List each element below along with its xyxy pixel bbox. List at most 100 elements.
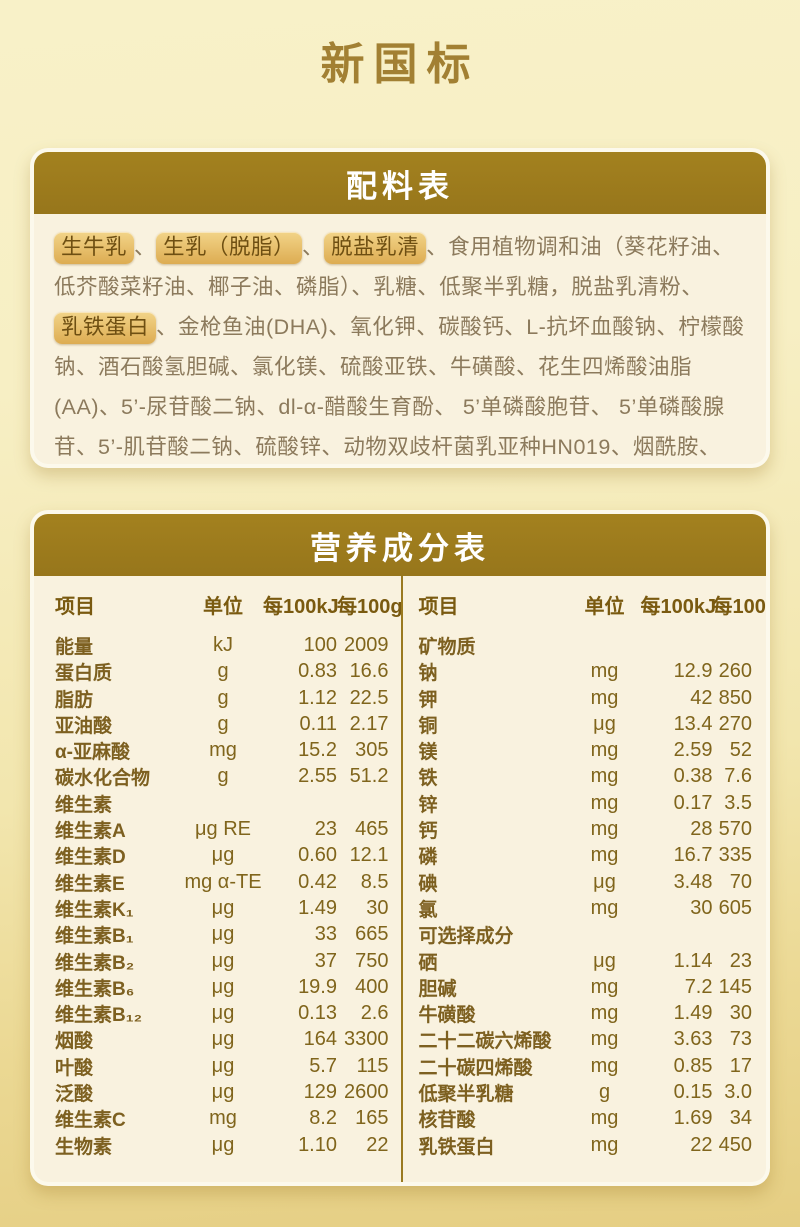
cell-g: 22 — [366, 1133, 389, 1156]
nutrition-row: 硒 μg 1.14 23 — [419, 948, 753, 974]
nutrition-row: 维生素B₁₂ μg 0.13 2.6 — [55, 1000, 389, 1026]
nutrition-row: 低聚半乳糖 g 0.15 3.0 — [419, 1079, 753, 1105]
cell-g: 2600 — [344, 1081, 389, 1104]
cell-unit: μg — [211, 1081, 235, 1104]
cell-unit: μg — [211, 844, 235, 867]
cell-kj: 1.14 — [673, 949, 713, 972]
cell-kj: 22 — [690, 1133, 713, 1156]
cell-name: 维生素 — [55, 794, 113, 816]
cell-g: 850 — [718, 686, 752, 709]
nutrition-section-row: 可选择成分 — [419, 921, 753, 947]
nutrition-panel-title: 营养成分表 — [310, 530, 490, 566]
cell-unit: μg RE — [195, 818, 251, 841]
column-headers-left: 项目 单位 每100kJ 每100g — [55, 590, 403, 619]
cell-unit: g — [217, 712, 229, 735]
cell-kj: 2.59 — [673, 739, 713, 762]
cell-g: 70 — [729, 870, 752, 893]
col-header-item: 项目 — [418, 596, 459, 618]
cell-unit: g — [217, 765, 229, 788]
nutrition-row: 牛磺酸 mg 1.49 30 — [419, 1000, 753, 1026]
nutrition-table: 项目 单位 每100kJ 每100g 能量 kJ 100 2009 蛋白质 g 0.83 16… — [34, 576, 766, 1182]
ingredient-highlight: 生牛乳 — [54, 232, 135, 264]
cell-name: 维生素D — [55, 847, 126, 869]
nutrition-row: 锌 mg 0.17 3.5 — [419, 790, 753, 816]
cell-g: 605 — [718, 896, 752, 919]
cell-kj: 42 — [690, 686, 713, 709]
ingredient-text: 、食用植物调和油（葵花籽油、低芥酸菜籽油、椰子油、磷脂）、乳糖、低聚半乳糖，脱盐… — [54, 235, 735, 299]
cell-unit: mg — [590, 844, 619, 867]
cell-name: 维生素K₁ — [55, 899, 134, 921]
cell-name: 亚油酸 — [55, 715, 113, 737]
ingredient-text: 、金枪鱼油(DHA)、氧化钾、碳酸钙、L-抗坏血酸钠、柠檬酸钠、酒石酸氢胆碱、氯… — [54, 315, 745, 459]
cell-kj: 0.15 — [673, 1081, 713, 1104]
cell-name: 碳水化合物 — [55, 768, 151, 790]
nutrition-row: 氯 mg 30 605 — [419, 895, 753, 921]
cell-unit: mg — [590, 975, 619, 998]
nutrition-row: 维生素A μg RE 23 465 — [55, 816, 389, 842]
cell-g: 30 — [366, 896, 389, 919]
cell-g: 165 — [355, 1107, 389, 1130]
ingredients-panel-header: 配料表 — [34, 152, 766, 214]
nutrition-row: 钠 mg 12.9 260 — [419, 658, 753, 684]
col-header-unit: 单位 — [584, 596, 625, 618]
cell-kj: 3.63 — [673, 1028, 713, 1051]
cell-unit: mg — [590, 791, 619, 814]
nutrition-panel-header: 营养成分表 — [34, 514, 766, 576]
nutrition-row: 维生素K₁ μg 1.49 30 — [55, 895, 389, 921]
cell-kj: 0.83 — [298, 660, 337, 683]
ingredient-highlight: 乳铁蛋白 — [54, 312, 157, 344]
cell-g: 465 — [355, 818, 389, 841]
cell-name: 能量 — [55, 637, 94, 658]
cell-unit: μg — [211, 1028, 235, 1051]
cell-g: 665 — [355, 923, 389, 946]
cell-name: 维生素B₆ — [55, 978, 135, 1000]
nutrition-row: 维生素E mg α-TE 0.42 8.5 — [55, 869, 389, 895]
nutrition-row: 二十二碳六烯酸 mg 3.63 73 — [419, 1026, 753, 1052]
ingredients-panel: 配料表 生牛乳、生乳（脱脂）、脱盐乳清 、食用植物调和油（葵花籽油、低芥酸菜籽油、… — [30, 148, 770, 468]
cell-kj: 37 — [314, 949, 337, 972]
cell-name: 矿物质 — [418, 637, 476, 658]
cell-unit: mg — [590, 739, 619, 762]
cell-g: 270 — [718, 712, 752, 735]
cell-g: 2.6 — [360, 1002, 389, 1025]
cell-name: 泛酸 — [55, 1084, 94, 1106]
cell-kj: 100 — [303, 634, 337, 656]
nutrition-row: 维生素B₂ μg 37 750 — [55, 948, 389, 974]
cell-name: 烟酸 — [55, 1031, 94, 1053]
cell-kj: 1.12 — [298, 686, 337, 709]
nutrition-row: 碳水化合物 g 2.55 51.2 — [55, 763, 389, 789]
cell-g: 17 — [729, 1054, 752, 1077]
cell-g: 73 — [729, 1028, 752, 1051]
nutrition-row: 钙 mg 28 570 — [419, 816, 753, 842]
cell-unit: mg — [590, 896, 619, 919]
cell-g: 16.6 — [349, 660, 389, 683]
cell-unit: mg — [590, 818, 619, 841]
cell-unit: mg — [209, 739, 237, 762]
cell-kj: 33 — [314, 923, 337, 946]
cell-name: 碘 — [418, 873, 438, 895]
cell-unit: μg — [211, 1133, 235, 1156]
cell-g: 400 — [355, 975, 389, 998]
nutrition-row: 蛋白质 g 0.83 16.6 — [55, 658, 389, 684]
cell-unit: mg — [590, 1002, 619, 1025]
col-header-per100kj: 每100kJ — [263, 596, 339, 618]
cell-unit: mg α-TE — [184, 870, 262, 893]
cell-kj: 15.2 — [298, 739, 337, 762]
nutrition-row: 二十碳四烯酸 mg 0.85 17 — [419, 1053, 753, 1079]
ingredient-highlight: 生乳（脱脂） — [156, 232, 303, 264]
cell-g: 450 — [718, 1133, 752, 1156]
nutrition-panel: 营养成分表 项目 单位 每100kJ 每100g 能量 kJ 100 2009 蛋白质 g… — [30, 510, 770, 1186]
cell-name: 低聚半乳糖 — [418, 1084, 514, 1106]
cell-kj: 0.85 — [673, 1054, 713, 1077]
cell-name: 叶酸 — [55, 1057, 94, 1079]
nutrition-row: 生物素 μg 1.10 22 — [55, 1132, 389, 1158]
cell-name: 维生素C — [55, 1110, 126, 1132]
cell-g: 115 — [356, 1054, 389, 1077]
cell-name: 氯 — [418, 899, 438, 921]
cell-g: 34 — [729, 1107, 752, 1130]
cell-name: 核苷酸 — [418, 1110, 476, 1132]
cell-kj: 1.69 — [673, 1107, 713, 1130]
cell-g: 2009 — [344, 634, 389, 656]
nutrition-row: 镁 mg 2.59 52 — [419, 737, 753, 763]
